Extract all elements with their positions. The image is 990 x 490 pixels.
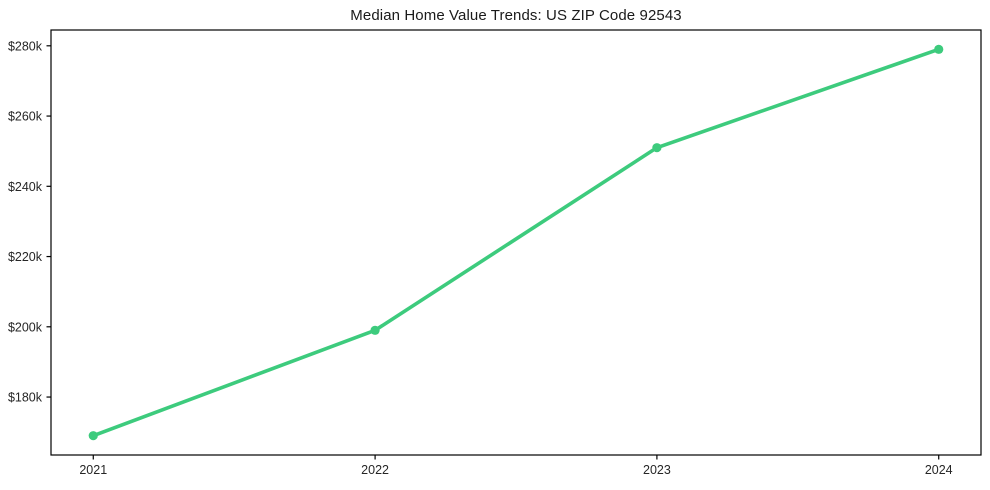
trend-line <box>91 47 941 438</box>
data-point-2023 <box>652 143 662 153</box>
y-tick-label: $240k <box>8 180 43 194</box>
y-tick-label: $220k <box>8 250 43 264</box>
x-tick-label: 2023 <box>643 463 671 477</box>
y-tick-label: $260k <box>8 110 43 124</box>
y-tick-label: $280k <box>8 39 43 53</box>
x-tick-label: 2024 <box>925 463 953 477</box>
y-tick-label: $200k <box>8 320 43 334</box>
data-point-2024 <box>934 44 944 54</box>
data-point-2021 <box>88 431 98 441</box>
data-point-2022 <box>370 325 380 335</box>
plot-border <box>50 29 982 456</box>
y-tick-label: $180k <box>8 391 43 405</box>
x-tick-label: 2022 <box>361 463 389 477</box>
chart-title: Median Home Value Trends: US ZIP Code 92… <box>350 7 682 24</box>
x-tick-label: 2021 <box>79 463 107 477</box>
